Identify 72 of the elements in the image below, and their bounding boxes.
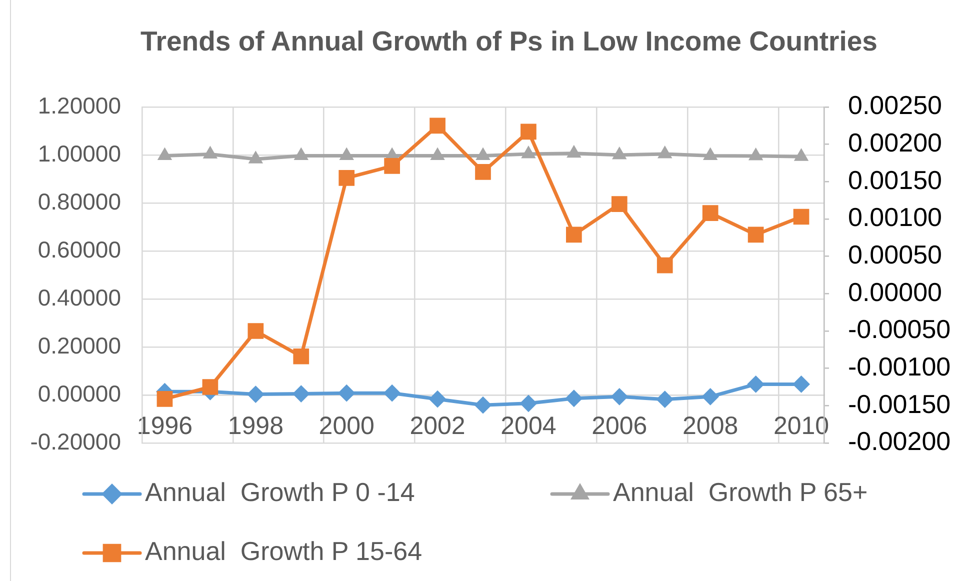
y2-tick-label: -0.00050 [848, 314, 951, 344]
legend-label: Annual Growth P 15-64 [145, 536, 422, 566]
y-tick-label: 1.00000 [38, 140, 121, 166]
y2-tick-label: 0.00000 [848, 276, 942, 307]
point [702, 205, 718, 221]
y-tick-label: 0.60000 [38, 236, 121, 262]
point [610, 388, 628, 406]
point [158, 148, 172, 160]
point [520, 124, 536, 140]
y-tick-label: 0.20000 [38, 332, 121, 358]
point [430, 148, 445, 160]
point [384, 158, 400, 174]
x-tick-label: 2000 [318, 412, 374, 440]
point [703, 148, 718, 160]
y2-tick-label: 0.00250 [848, 90, 942, 120]
y2-tick-label: 0.00100 [848, 202, 942, 232]
point [747, 376, 764, 393]
point [656, 390, 674, 408]
x-tick-label: 2004 [500, 412, 556, 440]
point [429, 390, 446, 408]
point [611, 196, 628, 212]
x-tick-label: 1998 [228, 412, 284, 440]
point [294, 148, 308, 160]
y2-tick-label: 0.00150 [848, 164, 942, 195]
point [476, 148, 490, 160]
point [565, 390, 582, 407]
point [794, 148, 808, 161]
point [521, 146, 536, 158]
y-tick-label: 0.80000 [38, 188, 121, 214]
point [338, 170, 355, 186]
y-tick-label: 0.40000 [38, 284, 121, 310]
legend-label: Annual Growth P 65+ [613, 477, 868, 508]
point [702, 388, 719, 406]
x-tick-label: 2010 [773, 412, 830, 440]
point [658, 146, 672, 158]
chart-title: Trends of Annual Growth of Ps in Low Income Countries [140, 26, 878, 57]
y-tick-label: -0.20000 [30, 428, 121, 454]
point [384, 384, 401, 402]
point [656, 257, 673, 274]
x-tick-label: 2008 [682, 412, 738, 440]
point [748, 226, 764, 243]
legend-label: Annual Growth P 0 -14 [145, 477, 415, 508]
point [748, 148, 763, 160]
point [156, 391, 173, 407]
point [793, 208, 810, 225]
y2-tick-label: -0.00200 [848, 426, 951, 456]
point [248, 151, 263, 164]
x-tick-label: 2002 [410, 412, 466, 440]
x-tick-label: 1996 [136, 412, 193, 440]
point [475, 164, 491, 180]
point [248, 323, 264, 339]
y-tick-label: 1.20000 [38, 92, 121, 118]
y2-tick-label: -0.00100 [848, 352, 951, 382]
point [520, 394, 537, 412]
y2-tick-label: 0.00050 [848, 240, 942, 270]
y2-tick-label: -0.00150 [848, 388, 951, 419]
y-tick-label: 0.00000 [38, 380, 121, 406]
point [430, 118, 446, 134]
point [338, 384, 356, 402]
y2-tick-label: 0.00200 [848, 128, 942, 158]
point [203, 146, 218, 159]
point [792, 376, 810, 393]
point [566, 226, 582, 243]
point [292, 385, 310, 402]
point [474, 396, 492, 414]
point [612, 147, 626, 160]
point [293, 348, 310, 364]
x-tick-label: 2006 [592, 412, 648, 440]
point [202, 379, 218, 395]
point [247, 386, 264, 403]
point [340, 148, 354, 160]
point [566, 145, 581, 158]
